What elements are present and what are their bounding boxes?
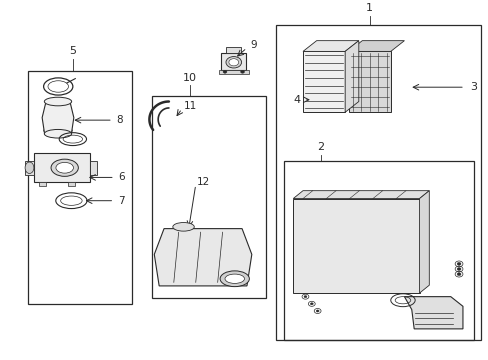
Polygon shape bbox=[348, 41, 404, 51]
Bar bbox=[303, 51, 345, 112]
Bar bbox=[90, 161, 97, 175]
Text: 5: 5 bbox=[69, 46, 76, 56]
Ellipse shape bbox=[172, 222, 194, 231]
Ellipse shape bbox=[44, 130, 72, 138]
Polygon shape bbox=[419, 191, 428, 293]
Ellipse shape bbox=[56, 162, 73, 173]
Bar bbox=[218, 70, 248, 73]
Polygon shape bbox=[303, 41, 358, 51]
Bar bbox=[68, 182, 75, 186]
Text: 10: 10 bbox=[183, 73, 197, 82]
Bar bbox=[25, 161, 34, 175]
Ellipse shape bbox=[44, 97, 72, 106]
Bar bbox=[293, 199, 419, 293]
Bar bbox=[152, 96, 266, 298]
Polygon shape bbox=[345, 41, 358, 112]
Polygon shape bbox=[404, 297, 462, 329]
Bar bbox=[283, 161, 473, 339]
Ellipse shape bbox=[456, 262, 460, 265]
Bar bbox=[276, 24, 480, 339]
Bar bbox=[39, 182, 46, 186]
Bar bbox=[221, 53, 246, 70]
Polygon shape bbox=[42, 102, 74, 134]
Bar bbox=[27, 71, 132, 304]
Ellipse shape bbox=[316, 310, 319, 312]
Ellipse shape bbox=[228, 59, 238, 66]
Text: 1: 1 bbox=[366, 4, 372, 13]
Polygon shape bbox=[293, 191, 428, 199]
Text: 8: 8 bbox=[117, 115, 123, 125]
Ellipse shape bbox=[223, 70, 226, 73]
Text: 7: 7 bbox=[118, 196, 124, 206]
Ellipse shape bbox=[240, 70, 244, 73]
Text: 12: 12 bbox=[197, 177, 210, 187]
Text: 4: 4 bbox=[292, 95, 300, 105]
Ellipse shape bbox=[51, 159, 78, 176]
Ellipse shape bbox=[225, 57, 241, 68]
Text: 6: 6 bbox=[119, 172, 125, 183]
Ellipse shape bbox=[224, 274, 244, 283]
Bar bbox=[34, 153, 90, 182]
Text: 11: 11 bbox=[183, 101, 196, 111]
Ellipse shape bbox=[456, 273, 460, 276]
Text: 2: 2 bbox=[317, 141, 324, 152]
Ellipse shape bbox=[220, 271, 249, 287]
Polygon shape bbox=[154, 229, 251, 286]
Text: 9: 9 bbox=[250, 40, 257, 50]
Bar bbox=[348, 51, 390, 112]
Ellipse shape bbox=[304, 296, 306, 298]
Text: 3: 3 bbox=[469, 82, 476, 92]
Ellipse shape bbox=[310, 303, 313, 305]
Ellipse shape bbox=[456, 267, 460, 270]
Bar bbox=[226, 47, 241, 53]
Ellipse shape bbox=[25, 162, 34, 174]
